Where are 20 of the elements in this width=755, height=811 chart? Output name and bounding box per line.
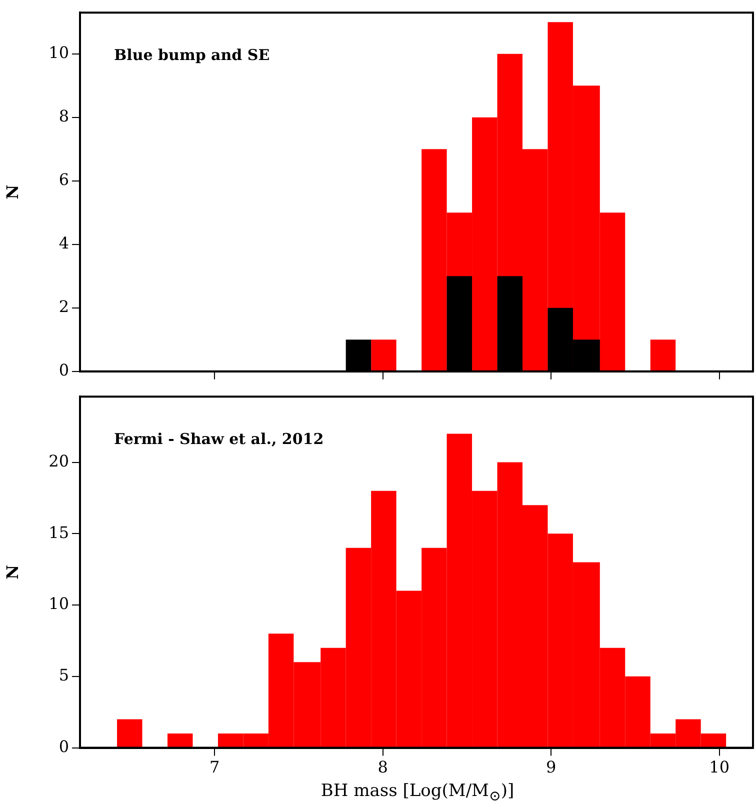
y-tick-label: 10 [48,43,69,62]
y-axis-title: N [2,184,22,200]
y-tick-label: 15 [48,522,69,542]
x-axis-title: BH mass [Log(M/M$_{⊙}$)] [320,781,516,804]
y-tick-label: 20 [48,451,69,470]
y-tick-label: 0 [58,360,69,380]
x-tick-label: 8 [378,758,388,777]
y-tick-label: 4 [58,234,69,253]
y-axis-title: N [2,564,22,580]
x-tick-label: 7 [210,758,220,777]
y-tick-label: 8 [58,106,69,126]
x-tick-label: 9 [546,758,556,777]
annotation: Fermi - Shaw et al., 2012 [114,430,324,448]
x-tick-label: 10 [709,758,730,777]
y-tick-label: 6 [58,170,69,190]
y-tick-label: 2 [58,297,69,316]
y-tick-label: 10 [48,594,69,614]
y-tick-label: 0 [58,736,69,756]
y-tick-label: 5 [58,666,69,685]
annotation: Blue bump and SE [114,46,270,64]
